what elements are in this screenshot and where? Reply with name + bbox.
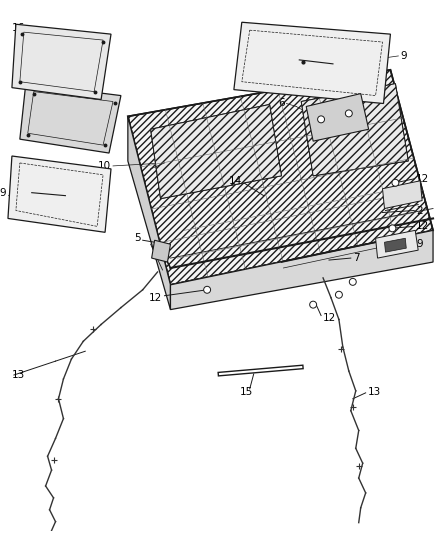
Polygon shape (12, 24, 111, 100)
Text: 7: 7 (353, 253, 360, 263)
Text: 15: 15 (240, 387, 254, 397)
Circle shape (310, 301, 317, 308)
Text: 9: 9 (0, 188, 6, 198)
Polygon shape (20, 84, 121, 153)
Circle shape (204, 286, 211, 293)
Text: 1: 1 (416, 188, 423, 198)
Polygon shape (8, 156, 111, 232)
Polygon shape (151, 104, 282, 199)
Text: 16: 16 (12, 23, 25, 33)
Polygon shape (301, 84, 408, 176)
Text: 13: 13 (367, 387, 381, 397)
Text: 14: 14 (229, 176, 242, 186)
Text: 12: 12 (416, 174, 429, 184)
Polygon shape (170, 230, 433, 310)
Polygon shape (301, 84, 408, 176)
Text: 9: 9 (416, 239, 423, 249)
Circle shape (389, 225, 396, 232)
Circle shape (345, 110, 352, 117)
Text: 6: 6 (278, 99, 284, 109)
Polygon shape (151, 104, 282, 199)
Polygon shape (306, 94, 369, 141)
Text: 10: 10 (98, 161, 111, 171)
Polygon shape (234, 22, 390, 103)
Polygon shape (152, 240, 170, 262)
Text: 12: 12 (323, 312, 336, 322)
Circle shape (318, 116, 325, 123)
Polygon shape (128, 70, 433, 285)
Polygon shape (382, 181, 422, 208)
Text: 5: 5 (134, 233, 141, 243)
Text: 12: 12 (416, 221, 429, 231)
Circle shape (350, 278, 356, 285)
Polygon shape (128, 116, 170, 310)
Polygon shape (375, 230, 418, 258)
Text: 2: 2 (416, 206, 423, 215)
Text: 9: 9 (400, 51, 407, 61)
Text: 12: 12 (149, 293, 162, 303)
Polygon shape (385, 238, 406, 252)
Text: 13: 13 (12, 370, 25, 380)
Circle shape (336, 291, 343, 298)
Circle shape (392, 179, 399, 186)
